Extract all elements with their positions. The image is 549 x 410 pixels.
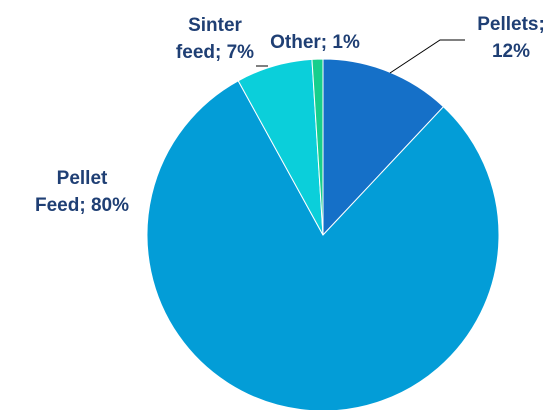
slice-label-pellets: Pellets; 12% [477, 14, 545, 62]
leader-lines [256, 39, 465, 74]
pie-slices [146, 58, 500, 410]
leader-line-pellets [389, 39, 465, 74]
slice-labels: Pellets; 12% Pellet Feed; 80% Sinter feed; 7%… [35, 14, 545, 216]
slice-label-sinter-feed: Sinter feed; 7% [176, 15, 254, 63]
slice-label-pellet-feed: Pellet Feed; 80% [35, 168, 129, 216]
pie-slice-other [311, 58, 324, 236]
slice-label-other: Other; 1% [270, 32, 360, 53]
pie-slice-pellets [322, 58, 445, 237]
